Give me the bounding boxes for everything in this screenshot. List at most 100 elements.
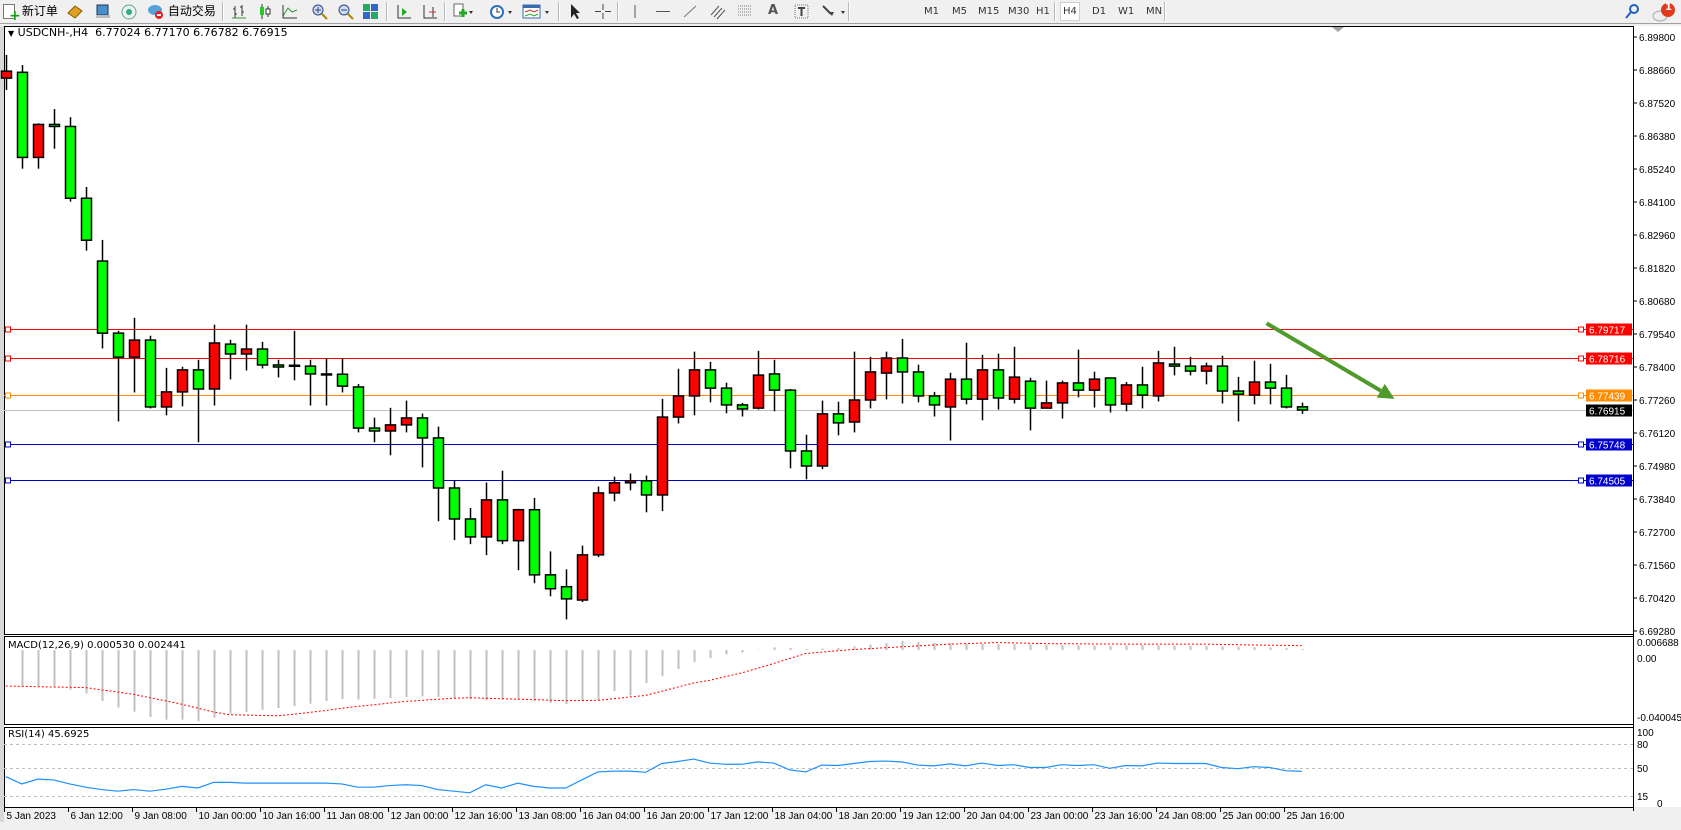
vertical-line-button[interactable]	[626, 3, 644, 20]
zoom-in-button[interactable]	[311, 3, 329, 20]
signals-button[interactable]	[120, 3, 138, 20]
timeframe-h4[interactable]: H4	[1060, 2, 1080, 21]
cursor-button[interactable]	[566, 3, 584, 20]
bull-candle	[400, 417, 413, 426]
cursor-icon	[571, 4, 580, 19]
collapse-triangle-icon[interactable]: ▼	[8, 29, 15, 38]
price-tick-label: 6.78400	[1639, 363, 1676, 374]
periods-button[interactable]	[488, 3, 512, 20]
bull-candle	[240, 348, 253, 355]
line-handle[interactable]	[5, 392, 11, 399]
timeframe-m5[interactable]: M5	[952, 6, 967, 17]
line-handle[interactable]	[1578, 355, 1584, 362]
bear-candle	[1168, 363, 1181, 367]
bull-candle	[1200, 365, 1213, 372]
line-handle[interactable]	[1578, 392, 1584, 399]
line-handle[interactable]	[5, 441, 11, 448]
line-handle[interactable]	[1578, 441, 1584, 448]
search-button[interactable]	[1624, 3, 1642, 20]
price-tick-label: 6.84100	[1639, 198, 1676, 209]
bull-candle	[1008, 376, 1021, 400]
bear-candle	[48, 123, 61, 128]
timeframe-mn[interactable]: MN	[1146, 6, 1163, 17]
window-edge	[0, 26, 4, 830]
chart-shift-button[interactable]	[421, 3, 439, 20]
bear-candle	[304, 365, 317, 375]
bull-candle	[480, 499, 493, 538]
rsi-axis-label: 50	[1637, 764, 1649, 775]
history-center-button[interactable]	[66, 3, 84, 20]
arrows-button[interactable]	[820, 3, 845, 20]
terminal-button[interactable]	[94, 3, 112, 20]
line-handle[interactable]	[5, 477, 11, 484]
bull-candle	[1120, 384, 1133, 405]
new-order-button[interactable]: + 新订单	[2, 2, 58, 23]
bear-candle	[928, 395, 941, 406]
timeframe-m30[interactable]: M30	[1008, 6, 1030, 17]
bull-candle	[1056, 382, 1069, 404]
new-order-label: 新订单	[21, 4, 58, 18]
bear-candle	[1136, 384, 1149, 396]
bear-candle	[432, 437, 445, 489]
bear-candle	[96, 260, 109, 334]
auto-scroll-button[interactable]	[395, 3, 413, 20]
line-handle[interactable]	[1578, 477, 1584, 484]
bear-candle	[736, 404, 749, 410]
line-handle[interactable]	[5, 355, 11, 362]
equidistant-channel-button[interactable]	[709, 3, 727, 20]
time-label: 16 Jan 20:00	[647, 811, 705, 822]
tile-windows-button[interactable]	[362, 3, 380, 20]
trend-arrow-line[interactable]	[1265, 321, 1382, 393]
text-label-button[interactable]	[793, 3, 811, 20]
crosshair-button[interactable]	[594, 3, 612, 20]
vertical-line-icon	[634, 5, 636, 18]
horizontal-line-button[interactable]	[654, 3, 672, 20]
price-tick-label: 6.77260	[1639, 396, 1676, 407]
timeframe-m15[interactable]: M15	[978, 6, 1000, 17]
auto-trading-button[interactable]: 自动交易	[146, 2, 216, 21]
bear-candle	[144, 339, 157, 408]
bull-candle	[1152, 362, 1165, 397]
bottom-bar	[0, 822, 1681, 830]
text-button[interactable]: A	[764, 3, 782, 20]
time-label: 12 Jan 00:00	[391, 811, 449, 822]
time-label: 20 Jan 04:00	[967, 811, 1025, 822]
price-label: 6.77439	[1589, 392, 1626, 403]
templates-button[interactable]	[522, 3, 549, 20]
chart-shift-marker[interactable]	[1332, 27, 1344, 32]
periods-icon	[490, 5, 512, 19]
timeframe-m1[interactable]: M1	[924, 6, 939, 17]
line-handle[interactable]	[1578, 326, 1584, 333]
auto-scroll-icon	[397, 5, 411, 19]
time-label: 5 Jan 2023	[7, 811, 57, 822]
bar-chart-button[interactable]	[230, 3, 248, 20]
timeframe-d1[interactable]: D1	[1092, 6, 1107, 17]
rsi-axis-label: 80	[1637, 740, 1649, 751]
price-tick-label: 6.82960	[1639, 231, 1676, 242]
bear-candle	[320, 373, 333, 376]
low-value: 6.76782	[193, 26, 239, 39]
bear-candle	[912, 371, 925, 397]
candlestick-button[interactable]	[256, 3, 274, 20]
bear-candle	[64, 125, 77, 199]
price-tick-label: 6.79540	[1639, 330, 1676, 341]
timeframe-h1[interactable]: H1	[1036, 6, 1050, 17]
bear-candle	[992, 369, 1005, 399]
notification-button[interactable]: 1	[1652, 2, 1678, 22]
price-label: 6.76915	[1589, 407, 1626, 418]
macd-signal-line	[5, 642, 1302, 717]
fibonacci-button[interactable]	[737, 3, 755, 20]
indicators-button[interactable]	[452, 3, 473, 20]
line-chart-button[interactable]	[281, 3, 299, 20]
crosshair-icon	[595, 4, 611, 19]
time-label: 16 Jan 04:00	[583, 811, 641, 822]
line-handle[interactable]	[5, 326, 11, 333]
timeframe-w1[interactable]: W1	[1118, 6, 1135, 17]
trend-arrow-head[interactable]	[1376, 383, 1395, 399]
bar-chart-icon	[232, 5, 246, 19]
bull-candle	[816, 413, 829, 467]
trendline-button[interactable]	[681, 3, 699, 20]
price-label: 6.79717	[1589, 326, 1626, 337]
zoom-out-button[interactable]	[337, 3, 355, 20]
